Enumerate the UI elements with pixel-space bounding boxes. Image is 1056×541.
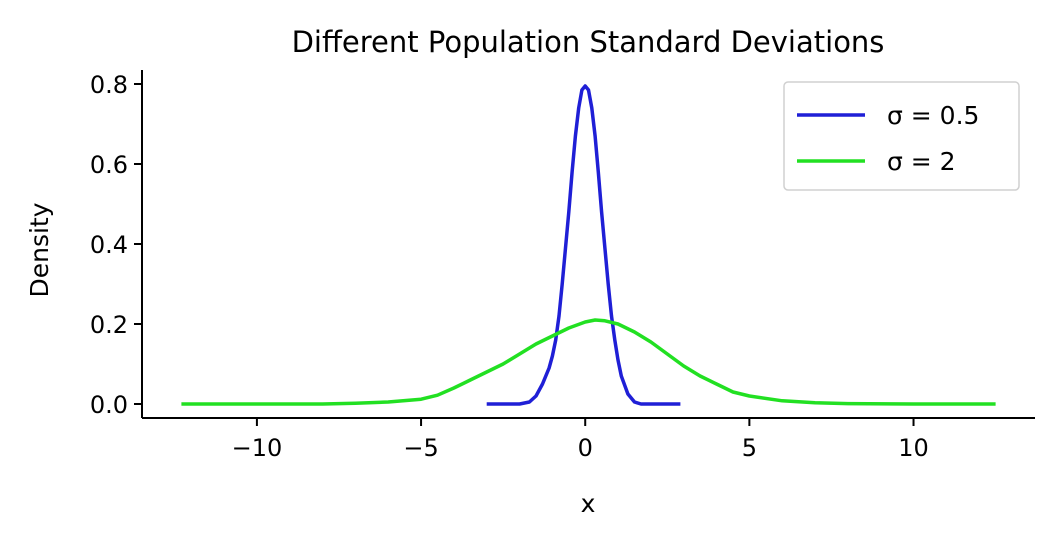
legend-box — [783, 81, 1020, 191]
x-tick-label: 0 — [578, 434, 593, 462]
y-tick-label: 0.6 — [90, 151, 128, 179]
y-ticks: 0.0 0.2 0.4 0.6 0.8 — [90, 71, 142, 419]
chart-title: Different Population Standard Deviations — [292, 25, 885, 59]
legend-label-2: σ = 2 — [887, 147, 956, 176]
legend-label-1: σ = 0.5 — [887, 101, 979, 130]
series-line-1 — [486, 84, 681, 406]
x-tick-label: 10 — [898, 434, 929, 462]
y-tick-label: 0.2 — [90, 311, 128, 339]
x-axis-label: x — [581, 489, 596, 518]
y-tick-label: 0.0 — [90, 391, 128, 419]
y-axis-label: Density — [25, 202, 54, 297]
x-ticks: −10 −5 0 5 10 — [232, 418, 929, 462]
series-line-2 — [181, 318, 996, 406]
x-tick-label: 5 — [742, 434, 757, 462]
plot-lines — [181, 84, 996, 406]
legend: σ = 0.5 σ = 2 — [783, 81, 1020, 191]
x-tick-label: −5 — [403, 434, 438, 462]
y-tick-label: 0.8 — [90, 71, 128, 99]
y-tick-label: 0.4 — [90, 231, 128, 259]
x-tick-label: −10 — [232, 434, 283, 462]
